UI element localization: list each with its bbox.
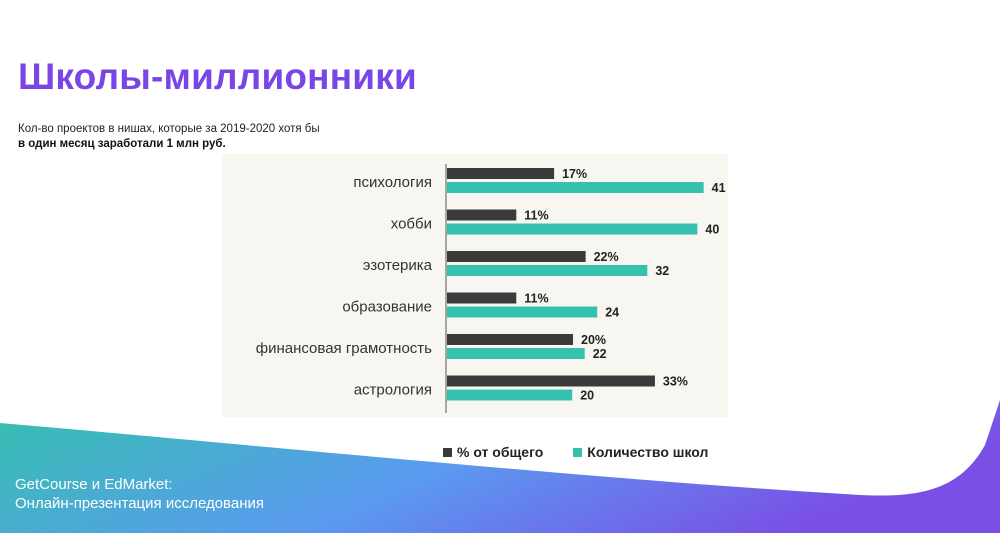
legend-swatch-count bbox=[573, 447, 583, 457]
page-title: Школы-миллионники bbox=[18, 56, 417, 97]
footer-line-2: Онлайн-презентация исследования bbox=[15, 495, 264, 512]
category-label: психология bbox=[353, 174, 432, 191]
bar-percent bbox=[447, 375, 655, 387]
category-label: финансовая грамотность bbox=[256, 340, 432, 357]
data-label-percent: 33% bbox=[663, 375, 688, 389]
bar-count bbox=[447, 182, 704, 193]
bar-percent bbox=[447, 251, 586, 262]
category-label: эзотерика bbox=[363, 257, 433, 274]
data-label-percent: 17% bbox=[562, 167, 587, 181]
bar-count bbox=[447, 265, 648, 276]
legend-label-count: Количество школ bbox=[587, 444, 709, 460]
footer-line-1: GetCourse и EdMarket: bbox=[15, 476, 173, 493]
plot-background bbox=[222, 154, 728, 417]
chart-subtitle: Кол-во проектов в нишах, которые за 2019… bbox=[18, 122, 320, 152]
data-label-count: 40 bbox=[705, 223, 719, 237]
data-label-percent: 22% bbox=[594, 250, 619, 264]
bar-percent bbox=[447, 334, 573, 345]
category-label: образование bbox=[342, 299, 432, 316]
legend-swatch-percent bbox=[443, 447, 452, 457]
data-label-count: 20 bbox=[580, 389, 594, 403]
bar-percent bbox=[447, 209, 517, 221]
bar-percent bbox=[447, 168, 555, 179]
bar-count bbox=[447, 348, 585, 359]
data-label-count: 32 bbox=[655, 264, 669, 278]
bar-count bbox=[447, 389, 573, 401]
bar-percent bbox=[447, 292, 517, 304]
category-label: астрология bbox=[354, 382, 432, 399]
bar-count bbox=[447, 223, 698, 235]
bar-count bbox=[447, 306, 598, 318]
chart-legend: % от общего Количество школ bbox=[443, 444, 708, 460]
footer-caption: GetCourse и EdMarket: Онлайн-презентация… bbox=[15, 475, 264, 513]
subtitle-line-2: в один месяц заработали 1 млн руб. bbox=[18, 138, 226, 150]
data-label-count: 24 bbox=[605, 306, 619, 320]
legend-label-percent: % от общего bbox=[457, 444, 544, 460]
data-label-count: 22 bbox=[593, 347, 607, 361]
data-label-percent: 11% bbox=[524, 292, 548, 306]
category-label: хобби bbox=[391, 216, 432, 233]
data-label-percent: 11% bbox=[524, 209, 548, 223]
subtitle-line-1: Кол-во проектов в нишах, которые за 2019… bbox=[18, 123, 320, 135]
data-label-percent: 20% bbox=[581, 333, 606, 347]
legend-item-percent: % от общего bbox=[443, 444, 543, 460]
data-label-count: 41 bbox=[712, 181, 726, 195]
legend-item-count: Количество школ bbox=[573, 444, 708, 460]
